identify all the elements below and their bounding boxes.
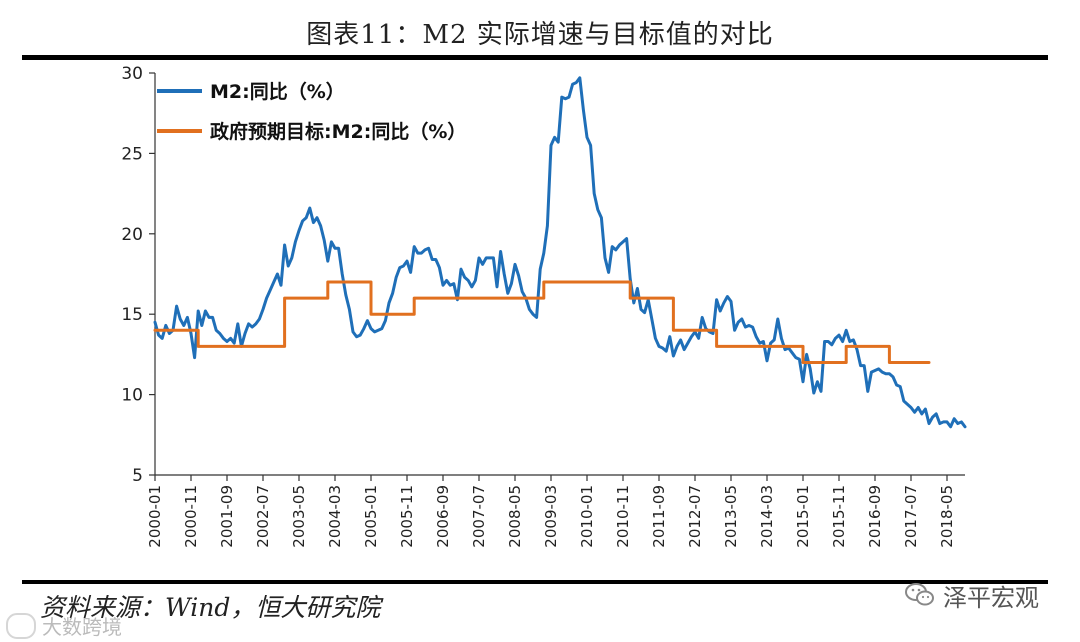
x-tick-label: 2004-03 [326,485,344,548]
chart-title: 图表11：M2 实际增速与目标值的对比 [306,20,774,50]
series-line-m2-target [153,280,931,364]
x-tick-label: 2010-11 [614,485,632,548]
watermark: 大数跨境 [6,611,122,640]
watermark-text: 大数跨境 [42,615,122,639]
brand-mark: 泽平宏观 [905,578,1039,612]
x-axis: 2000-01 2000-11 2001-09 2002-07 2003-05 2004-… [146,474,965,548]
x-tick-label: 2012-07 [686,485,704,548]
brand-name: 泽平宏观 [943,583,1039,612]
y-tick-label: 5 [132,466,143,486]
x-tick-label: 2014-03 [758,485,776,548]
x-tick-label: 2015-01 [794,485,812,548]
y-tick-label: 30 [121,64,143,84]
top-divider [22,55,1048,60]
source-note: 资料来源：Wind，恒大研究院 [40,593,381,622]
x-tick-label: 2000-01 [146,485,164,548]
x-tick-label: 2000-11 [182,485,200,548]
series-layer [153,76,967,429]
x-tick-label: 2018-05 [938,485,956,548]
x-tick-label: 2005-11 [398,485,416,548]
series-line-m2-actual [153,76,967,429]
x-tick-label: 2002-07 [254,485,272,548]
y-tick-label: 10 [121,386,143,406]
wechat-icon [905,583,934,606]
x-tick-label: 2015-11 [830,485,848,548]
x-tick-label: 2001-09 [218,485,236,548]
x-tick-label: 2005-01 [362,485,380,548]
x-tick-label: 2009-03 [542,485,560,548]
bottom-divider [22,580,1048,584]
y-tick-label: 15 [121,305,143,325]
watermark-logo-icon [6,612,36,639]
legend: M2:同比（%） 政府预期目标:M2:同比（%） [157,80,466,143]
x-tick-label: 2016-09 [866,485,884,548]
x-tick-label: 2017-07 [902,485,920,548]
x-tick-label: 2011-09 [650,485,668,548]
legend-label: M2:同比（%） [210,80,345,103]
m2-growth-chart: 5 10 15 20 25 30 2000-01 2000-11 2001-09 2002-07… [121,64,967,548]
x-tick-label: 2013-05 [722,485,740,548]
legend-label: 政府预期目标:M2:同比（%） [210,120,466,143]
x-tick-label: 2003-05 [290,485,308,548]
x-tick-label: 2010-01 [578,485,596,548]
x-tick-label: 2006-09 [434,485,452,548]
y-tick-label: 25 [121,144,143,164]
x-tick-label: 2008-05 [506,485,524,548]
y-axis: 5 10 15 20 25 30 [121,64,156,486]
y-tick-label: 20 [121,225,143,245]
x-tick-label: 2007-07 [470,485,488,548]
